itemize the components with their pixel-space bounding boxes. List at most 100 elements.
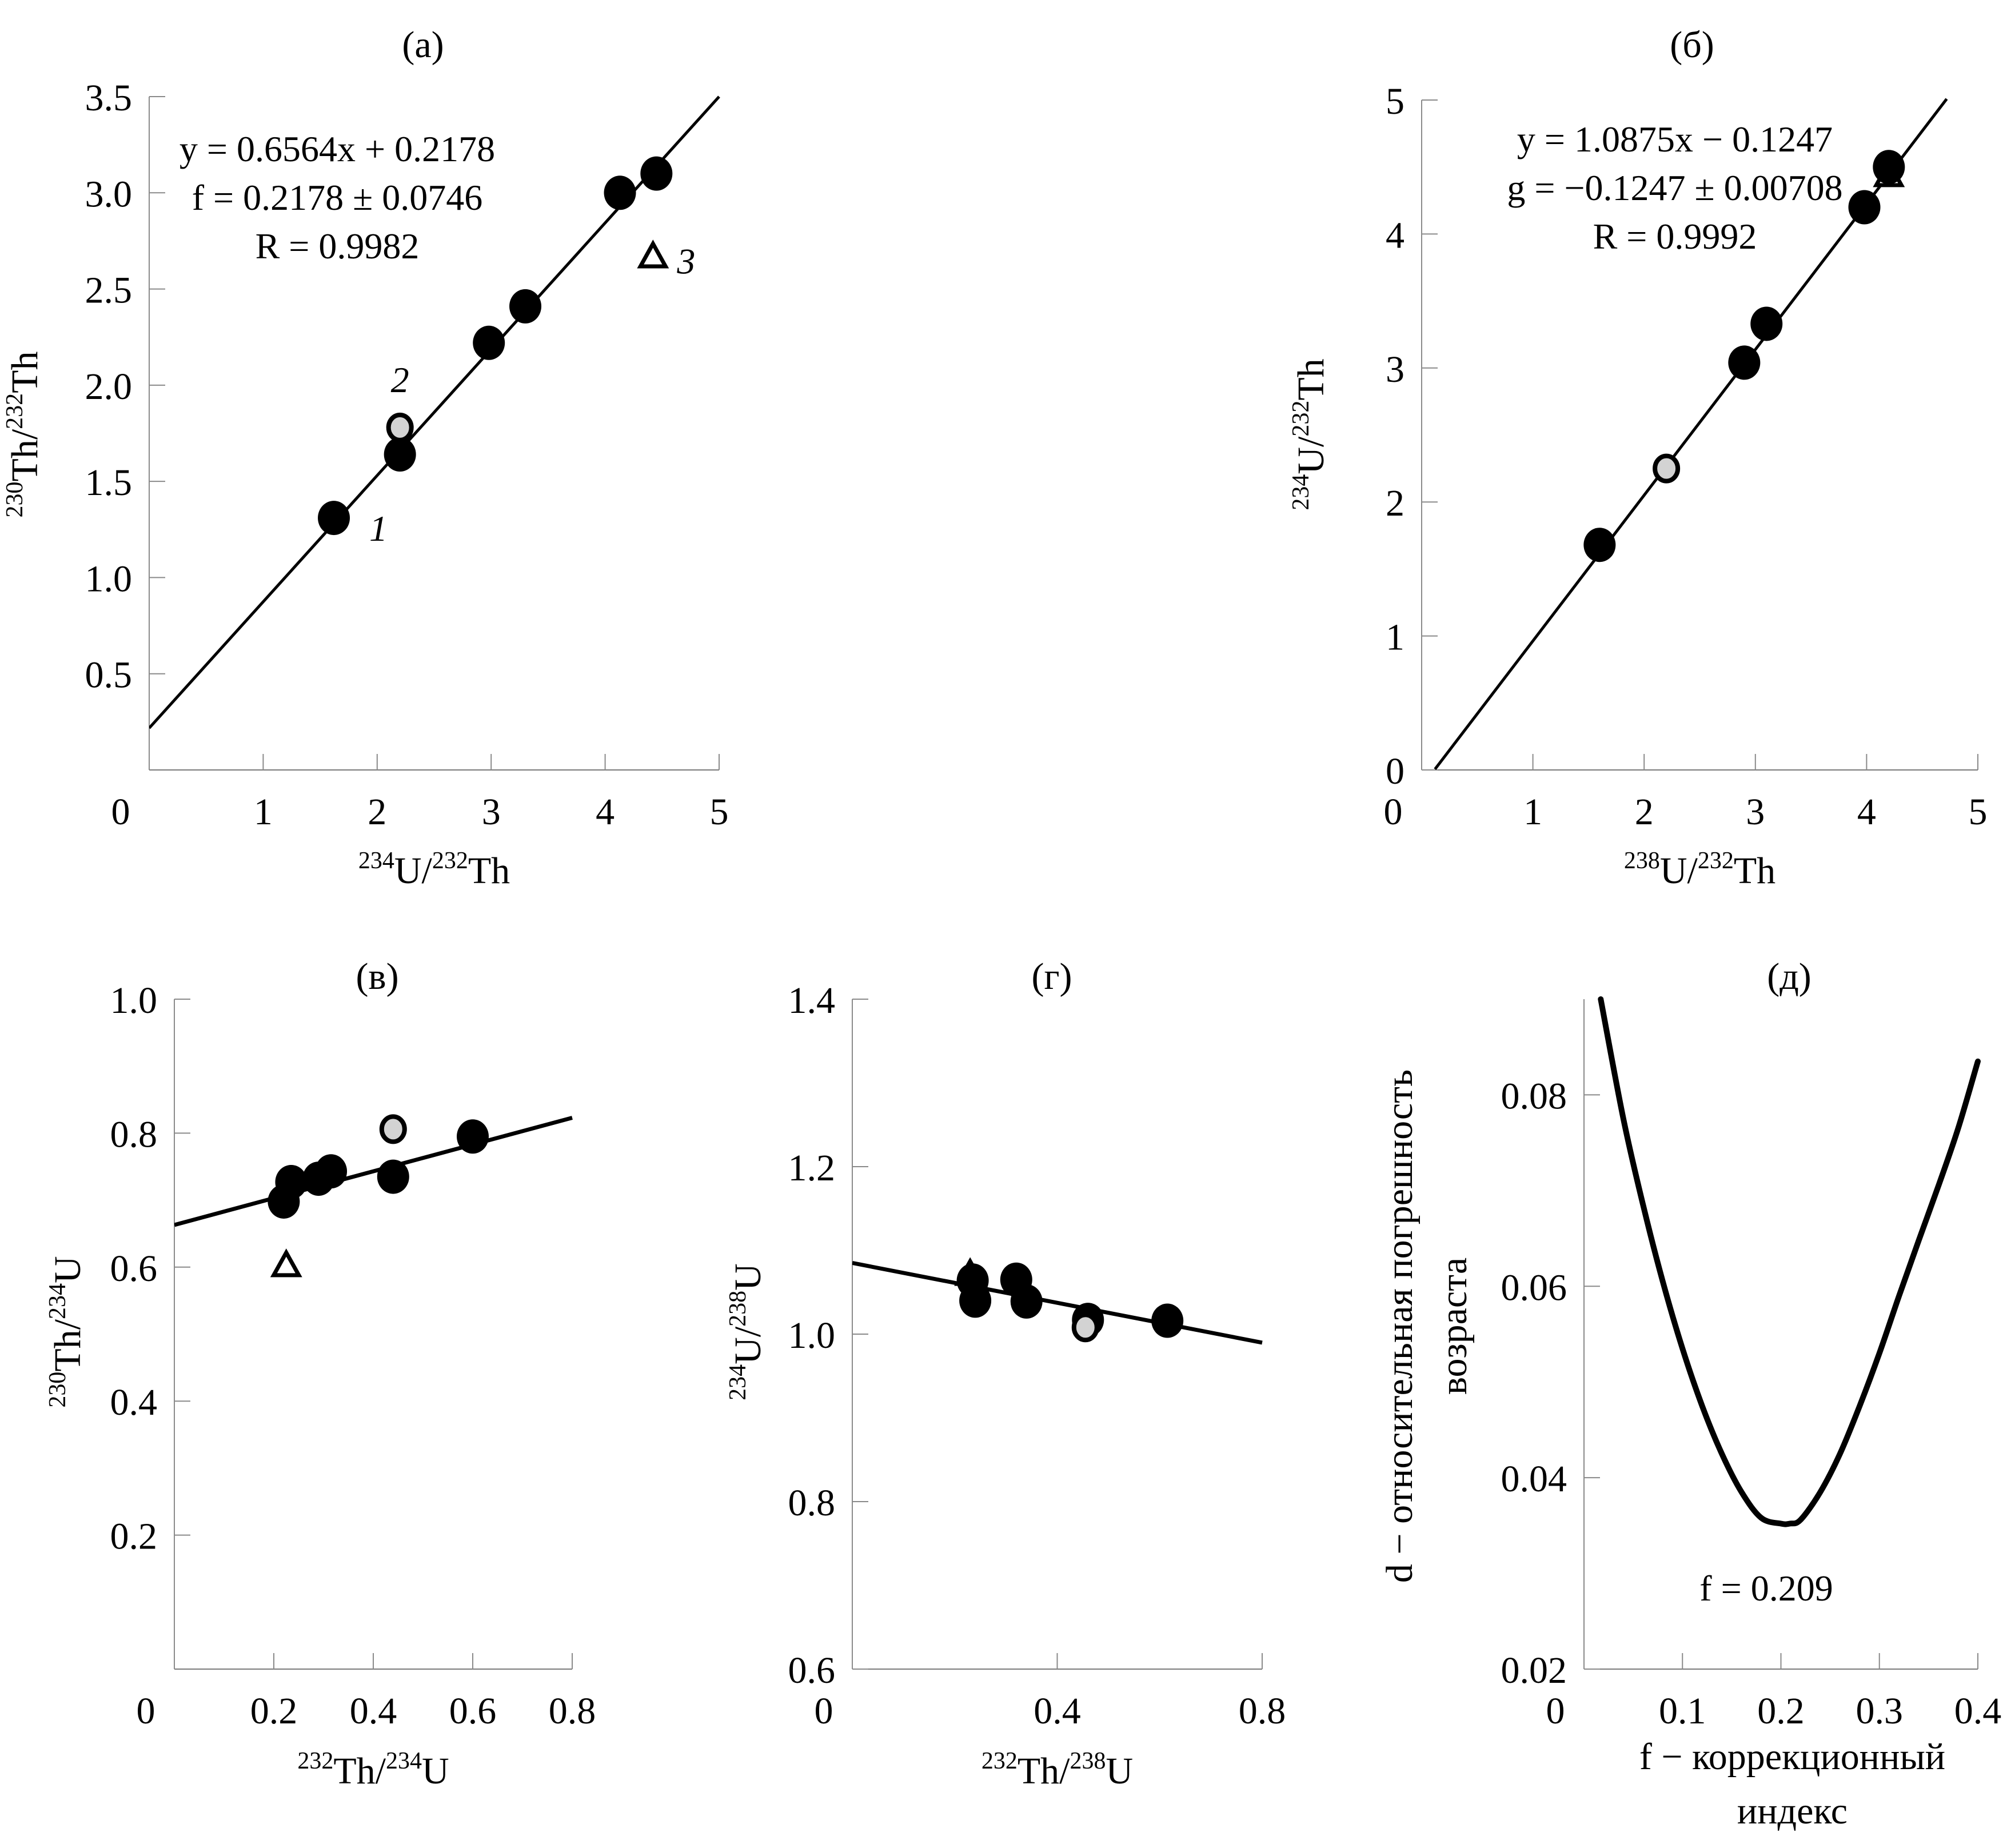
x-tick-label: 5 bbox=[1969, 791, 1988, 833]
data-point bbox=[1583, 528, 1616, 562]
axis-title-part: Th bbox=[47, 1330, 89, 1371]
y-tick-label: 0 bbox=[1386, 751, 1405, 792]
data-point bbox=[1151, 1303, 1184, 1338]
panel-a: (a)0.51.01.52.02.53.03.50 1 2 3 4 5234U/232Th… bbox=[2, 24, 729, 892]
x-tick-label: 0.8 bbox=[549, 1690, 596, 1732]
panel-title: (г) bbox=[1031, 956, 1072, 997]
data-point bbox=[473, 325, 505, 360]
x-tick-label: 0.2 bbox=[250, 1690, 298, 1732]
axis-title-part: / bbox=[376, 1750, 386, 1792]
axis-title-part: U bbox=[394, 850, 422, 892]
axis-title-part: U bbox=[727, 1337, 769, 1364]
data-point bbox=[1010, 1284, 1043, 1319]
isotope-superscript: 232 bbox=[1288, 401, 1314, 437]
y-tick-label: 5 bbox=[1386, 81, 1405, 122]
data-point bbox=[509, 289, 542, 324]
axis-title-part: / bbox=[1059, 1750, 1070, 1792]
data-point-gray bbox=[379, 1114, 407, 1144]
axis-title-part: / bbox=[727, 1326, 769, 1337]
isotope-superscript: 234 bbox=[1288, 474, 1314, 510]
isotope-superscript: 232 bbox=[2, 393, 28, 429]
axis-title-part: U bbox=[727, 1263, 769, 1291]
point-label: 2 bbox=[391, 360, 409, 400]
x-tick-label: 1 bbox=[1523, 791, 1542, 833]
isotope-superscript: 234 bbox=[725, 1364, 751, 1400]
y-tick-label: 0.8 bbox=[788, 1482, 836, 1524]
y-tick-label: 3.5 bbox=[85, 77, 133, 119]
axis-title-part: Th bbox=[1734, 850, 1775, 892]
x-tick-label: 1 bbox=[254, 791, 273, 833]
data-point bbox=[384, 437, 416, 472]
regression-line bbox=[174, 1116, 573, 1227]
y-tick-label: 2.5 bbox=[85, 270, 133, 312]
isotope-superscript: 234 bbox=[358, 848, 394, 874]
x-tick-label: 4 bbox=[596, 791, 615, 833]
isotope-superscript: 238 bbox=[725, 1291, 751, 1327]
x-axis-title: 232Th/238U bbox=[981, 1748, 1133, 1792]
panel-title: (a) bbox=[402, 24, 444, 66]
data-point-gray bbox=[1071, 1312, 1099, 1343]
y-tick-label: 2 bbox=[1386, 482, 1405, 524]
x-axis-title: 238U/232Th bbox=[1624, 848, 1775, 892]
x-axis-title: 232Th/234U bbox=[297, 1748, 449, 1792]
x-tick-label: 2 bbox=[1635, 791, 1654, 833]
x-tick-label: 0.2 bbox=[1757, 1690, 1805, 1732]
data-point bbox=[640, 156, 673, 191]
axis-title-part: U bbox=[1660, 850, 1687, 892]
axis-title-part: / bbox=[47, 1319, 89, 1330]
y-tick-label: 2.0 bbox=[85, 366, 133, 408]
axis-title-part: / bbox=[422, 850, 433, 892]
y-tick-label: 1.0 bbox=[110, 980, 158, 1021]
fit-equation: y = 0.6564x + 0.2178 bbox=[179, 129, 495, 169]
data-point bbox=[318, 501, 350, 536]
x-tick-label: 0 bbox=[137, 1690, 155, 1732]
panel-title: (б) bbox=[1670, 24, 1714, 66]
data-point bbox=[1848, 190, 1881, 225]
x-tick-label: 0.4 bbox=[1034, 1690, 1081, 1732]
y-axis-title: возраста bbox=[1433, 1258, 1475, 1395]
data-point bbox=[1750, 306, 1783, 341]
x-tick-label: 0.1 bbox=[1659, 1690, 1706, 1732]
y-axis-title: 234U/238U bbox=[725, 1263, 769, 1400]
isotope-superscript: 238 bbox=[1624, 848, 1660, 874]
x-tick-label: 0.4 bbox=[350, 1690, 397, 1732]
isotope-superscript: 230 bbox=[45, 1372, 71, 1408]
y-tick-label: 0.4 bbox=[110, 1382, 158, 1423]
x-tick-label: 0 bbox=[1546, 1690, 1565, 1732]
y-tick-label: 3 bbox=[1386, 349, 1405, 390]
x-axis-title: f − коррекционный bbox=[1639, 1736, 1945, 1778]
y-tick-label: 1.0 bbox=[85, 558, 133, 600]
isotope-superscript: 232 bbox=[297, 1748, 333, 1774]
y-tick-label: 0.6 bbox=[788, 1650, 836, 1691]
y-tick-label: 1 bbox=[1386, 617, 1405, 658]
data-point-triangle bbox=[270, 1248, 302, 1278]
isotope-superscript: 234 bbox=[45, 1283, 71, 1319]
data-point bbox=[457, 1119, 489, 1154]
panel-g: (г)0.60.81.01.21.40 0.4 0.8232Th/238U234U/… bbox=[725, 956, 1286, 1792]
x-axis-title: 234U/232Th bbox=[358, 848, 510, 892]
point-label: 1 bbox=[369, 508, 388, 549]
x-tick-label: 0 bbox=[1384, 791, 1403, 833]
y-tick-label: 0.8 bbox=[110, 1113, 158, 1155]
y-axis-title: 230Th/232Th bbox=[2, 352, 46, 518]
y-axis-title: 230Th/234U bbox=[45, 1256, 89, 1407]
axis-title-part: U bbox=[1106, 1750, 1134, 1792]
isotope-superscript: 234 bbox=[386, 1748, 422, 1774]
data-point bbox=[959, 1283, 992, 1318]
x-tick-label: 0.8 bbox=[1239, 1690, 1286, 1732]
axis-title-part: Th bbox=[4, 440, 46, 481]
isotope-superscript: 232 bbox=[432, 848, 468, 874]
y-axis-title: 234U/232Th bbox=[1288, 358, 1332, 510]
x-tick-label: 0 bbox=[111, 791, 130, 833]
x-tick-label: 0 bbox=[815, 1690, 833, 1732]
fit-equation: y = 1.0875x − 0.1247 bbox=[1517, 119, 1833, 159]
y-tick-label: 1.5 bbox=[85, 462, 133, 504]
isotope-superscript: 232 bbox=[1698, 848, 1734, 874]
axis-title-part: U bbox=[422, 1750, 449, 1792]
y-tick-label: 0.02 bbox=[1501, 1650, 1567, 1691]
axis-title-part: U bbox=[1290, 447, 1332, 474]
isotope-superscript: 232 bbox=[981, 1748, 1018, 1774]
data-point bbox=[275, 1164, 308, 1199]
